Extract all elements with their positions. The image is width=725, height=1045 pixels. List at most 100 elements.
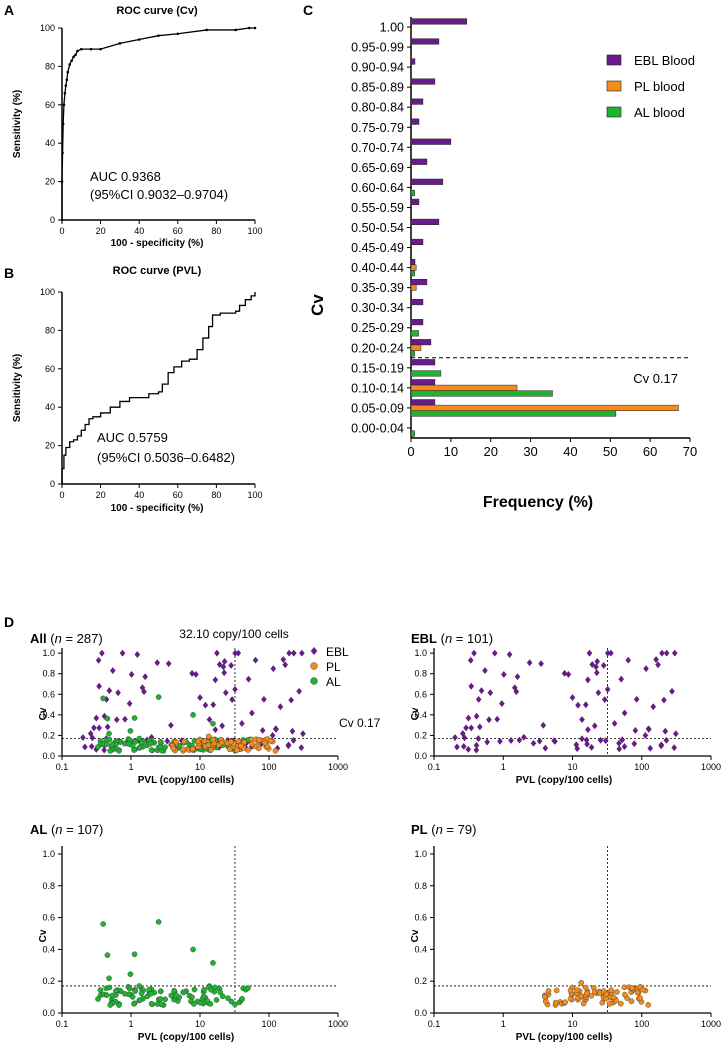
roc-cv-point: [74, 53, 77, 57]
panel-label-d: D: [4, 614, 14, 630]
scatter-ebl-point-ebl: [468, 682, 475, 690]
roc-pvl-y-tick-label: 80: [45, 325, 55, 335]
scatter-al-point-al: [138, 990, 145, 997]
scatter-al-point-al: [210, 960, 216, 966]
scatter-ebl-point-ebl: [494, 715, 501, 723]
scatter-ebl-point-ebl: [662, 727, 669, 735]
roc-pvl-curve: [61, 292, 256, 484]
roc-cv-point: [70, 59, 73, 62]
scatter-all-legend-marker: [310, 647, 318, 655]
scatter-ebl-x-tick-label: 10: [567, 762, 577, 772]
scatter-all-point-ebl: [299, 649, 305, 657]
roc-pvl-chart: ROC curve (PVL) Sensitivity (%) 100 - sp…: [12, 265, 263, 514]
scatter-ebl-chart: EBL (n = 101) Cv PVL (copy/100 cells) 0.…: [410, 631, 721, 786]
bar-x-tick-label: 0: [407, 444, 414, 459]
scatter-al-title-n-symbol: n: [55, 822, 62, 837]
scatter-all-legend-marker: [310, 677, 318, 685]
roc-cv-y-tick-label: 80: [45, 61, 55, 71]
bar-legend-swatch: [606, 54, 622, 66]
scatter-pl-y-tick-label: 0.6: [414, 913, 427, 923]
scatter-ebl-point-ebl: [586, 649, 593, 657]
bar-ebl: [410, 278, 428, 286]
roc-cv-point: [157, 34, 160, 37]
bar-category-label: 0.15-0.19: [351, 361, 404, 375]
scatter-ebl-point-ebl: [593, 663, 599, 671]
scatter-ebl-point-ebl: [659, 649, 665, 657]
scatter-ebl-x-tick-label: 100: [634, 762, 649, 772]
scatter-al-point-al: [191, 1001, 197, 1007]
scatter-al-point-al: [126, 985, 133, 992]
scatter-pl-ylabel: Cv: [410, 929, 421, 942]
scatter-all-legend-marker: [310, 662, 318, 670]
scatter-ebl-point-ebl: [475, 735, 482, 742]
scatter-pl-point-pl: [567, 995, 574, 1002]
scatter-all-point-ebl: [139, 684, 146, 692]
scatter-ebl-point-ebl: [575, 701, 581, 709]
bar-category-label: 0.65-0.69: [351, 161, 404, 175]
bar-category-label: 0.20-0.24: [351, 341, 404, 355]
scatter-pl-point-pl: [562, 999, 568, 1005]
scatter-all-point-pl: [234, 747, 240, 753]
scatter-ebl-point-ebl: [647, 744, 654, 752]
scatter-all-point-pl: [228, 738, 234, 745]
scatter-ebl-point-ebl: [526, 659, 533, 667]
roc-cv-point: [60, 218, 64, 222]
scatter-all-point-ebl: [239, 720, 245, 727]
scatter-all-y-tick-label: 0.8: [42, 669, 55, 679]
scatter-ebl-point-ebl: [454, 743, 460, 751]
scatter-ebl-point-ebl: [591, 722, 598, 730]
scatter-all-point-ebl: [270, 665, 277, 673]
scatter-ebl-point-ebl: [579, 716, 585, 723]
scatter-all-title: All (n = 287): [30, 631, 103, 646]
bar-x-tick-label: 50: [603, 444, 617, 459]
bar-ebl: [410, 158, 428, 165]
bar-pl: [410, 404, 679, 411]
scatter-al-ylabel: Cv: [38, 929, 49, 942]
roc-cv-point: [176, 32, 180, 36]
scatter-ebl-point-ebl: [589, 661, 596, 668]
scatter-all-point-ebl: [93, 714, 100, 722]
roc-cv-point: [234, 28, 237, 32]
scatter-ebl-point-ebl: [482, 667, 488, 675]
scatter-pl-point-pl: [618, 1000, 624, 1007]
scatter-all-point-ebl: [210, 701, 217, 709]
scatter-all-point-ebl: [229, 696, 235, 704]
scatter-ebl-point-ebl: [583, 736, 590, 744]
scatter-ebl-point-ebl: [625, 656, 632, 664]
scatter-ebl-point-ebl: [653, 656, 659, 663]
scatter-all-point-ebl: [82, 743, 88, 751]
scatter-ebl-point-ebl: [632, 727, 639, 734]
scatter-al-point-al: [157, 996, 164, 1002]
scatter-all-point-ebl: [289, 727, 296, 735]
scatter-all-point-ebl: [96, 724, 102, 732]
scatter-all-point-al: [106, 730, 112, 737]
scatter-al-title-group: AL: [30, 822, 47, 837]
scatter-ebl-point-ebl: [655, 661, 661, 669]
bar-legend-swatch: [606, 80, 622, 92]
bar-ebl: [410, 218, 440, 225]
roc-cv-point: [118, 42, 122, 45]
bar-ebl: [410, 379, 436, 386]
scatter-all-x-tick-label: 1000: [328, 762, 348, 772]
scatter-ebl-point-ebl: [663, 649, 670, 657]
scatter-ebl-point-ebl: [621, 709, 628, 717]
scatter-pl-point-pl: [553, 987, 560, 994]
scatter-ebl-point-ebl: [584, 740, 590, 748]
scatter-all-legend-label: AL: [326, 675, 341, 689]
bar-x-tick-label: 70: [683, 444, 697, 459]
scatter-all-point-ebl: [298, 744, 305, 752]
scatter-ebl-point-ebl: [618, 675, 625, 683]
scatter-pl-point-pl: [552, 999, 559, 1006]
bar-legend-label: PL blood: [634, 79, 685, 94]
scatter-ebl-xlabel: PVL (copy/100 cells): [516, 775, 613, 786]
scatter-ebl-point-ebl: [588, 743, 595, 751]
scatter-pl-point-pl: [610, 994, 617, 1001]
scatter-all-point-pl: [205, 733, 212, 740]
scatter-al-point-al: [208, 986, 214, 993]
scatter-pl-point-pl: [634, 989, 641, 996]
scatter-pl-point-pl: [606, 1001, 613, 1007]
scatter-all-point-ebl: [285, 742, 292, 750]
scatter-ebl-title-n-symbol: n: [445, 631, 452, 646]
roc-pvl-xlabel: 100 - specificity (%): [111, 503, 204, 514]
